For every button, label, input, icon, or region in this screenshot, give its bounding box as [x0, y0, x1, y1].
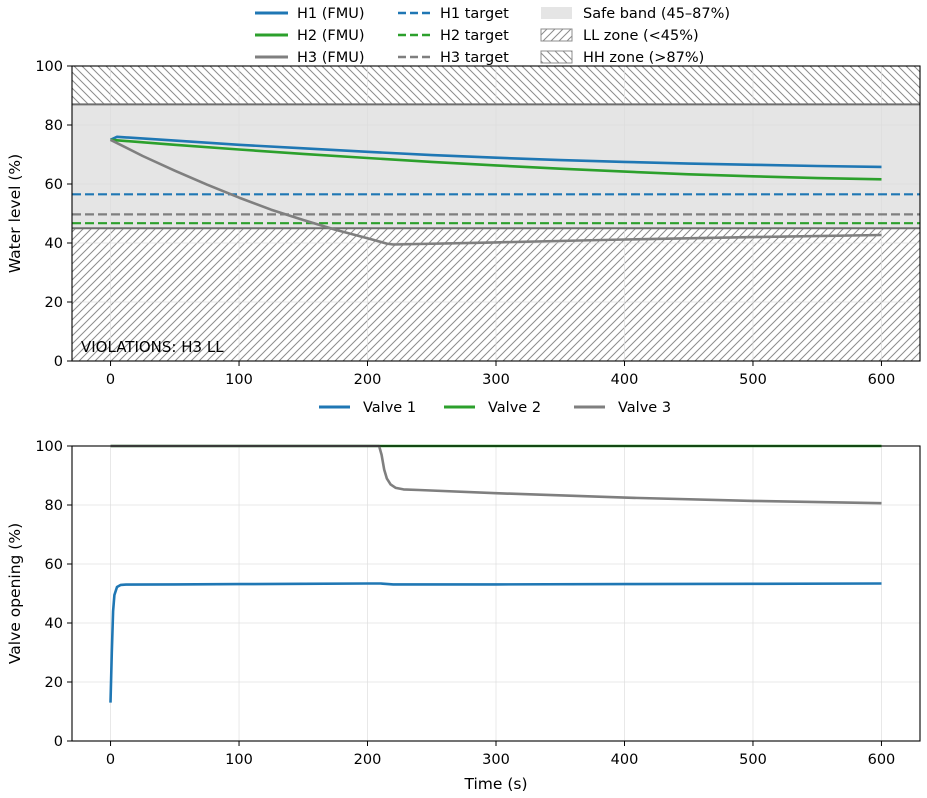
valve-chart-ytick-label-4: 80	[45, 498, 63, 514]
valve-chart-xlabel: Time (s)	[463, 775, 527, 793]
level-chart-annotation: VIOLATIONS: H3 LL	[81, 338, 224, 356]
level-chart-series-1-line	[110, 138, 882, 181]
level-chart-series-2-line	[109, 138, 882, 246]
legend-top-label-0: H1 (FMU)	[297, 6, 365, 22]
level-chart-xtick-label-5: 500	[739, 372, 767, 388]
level-chart-xtick-label-6: 600	[868, 372, 896, 388]
legend-top-label-4: H2 target	[440, 28, 509, 44]
level-chart-ytick-label-4: 80	[45, 118, 63, 134]
level-chart-xtick-label-2: 200	[354, 372, 382, 388]
valve-chart-ytick-label-1: 20	[45, 675, 63, 691]
legend-top-label-6: Safe band (45–87%)	[583, 6, 730, 22]
valve-chart-series-2-line	[110, 444, 882, 505]
legend-top-swatch-6	[541, 7, 572, 19]
legend-top-swatch-8	[540, 50, 573, 64]
valve-chart-ytick-label-5: 100	[35, 439, 63, 455]
level-chart-xtick-label-3: 300	[482, 372, 510, 388]
level-chart-ytick-label-2: 40	[45, 236, 63, 252]
level-chart-series-0-line	[109, 135, 882, 169]
valve-chart-series-0-line	[109, 582, 882, 703]
legend-top-label-1: H2 (FMU)	[297, 28, 365, 44]
valve-chart-xtick-label-3: 300	[482, 752, 510, 768]
valve-chart-xtick-label-0: 0	[106, 752, 115, 768]
valve-chart-ytick-label-0: 0	[54, 734, 63, 750]
legend-top-swatch-7	[540, 28, 573, 42]
valve-chart-xtick-label-2: 200	[354, 752, 382, 768]
valve-chart-ytick-label-2: 40	[45, 616, 63, 632]
valve-chart-ylabel: Valve opening (%)	[6, 523, 24, 664]
legend-bottom-label-0: Valve 1	[363, 400, 416, 416]
legend-top-label-8: HH zone (>87%)	[583, 50, 704, 66]
valve-chart-xtick-label-6: 600	[868, 752, 896, 768]
level-chart-ytick-label-1: 20	[45, 295, 63, 311]
level-chart-ytick-label-5: 100	[35, 59, 63, 75]
legend-top-label-5: H3 target	[440, 50, 509, 66]
legend-top-label-7: LL zone (<45%)	[583, 28, 699, 44]
legend-bottom-label-2: Valve 3	[618, 400, 671, 416]
legend-top-label-3: H1 target	[440, 6, 509, 22]
level-chart-ylabel: Water level (%)	[6, 154, 24, 273]
level-chart-ytick-label-3: 60	[45, 177, 63, 193]
legend-bottom-label-1: Valve 2	[488, 400, 541, 416]
legend-top-label-2: H3 (FMU)	[297, 50, 365, 66]
valve-chart-xtick-label-4: 400	[611, 752, 639, 768]
valve-chart-xtick-label-1: 100	[225, 752, 253, 768]
level-chart-xtick-label-0: 0	[106, 372, 115, 388]
level-chart-xtick-label-4: 400	[611, 372, 639, 388]
valve-chart-ytick-label-3: 60	[45, 557, 63, 573]
level-chart-xtick-label-1: 100	[225, 372, 253, 388]
level-chart-ytick-label-0: 0	[54, 354, 63, 370]
valve-chart-xtick-label-5: 500	[739, 752, 767, 768]
